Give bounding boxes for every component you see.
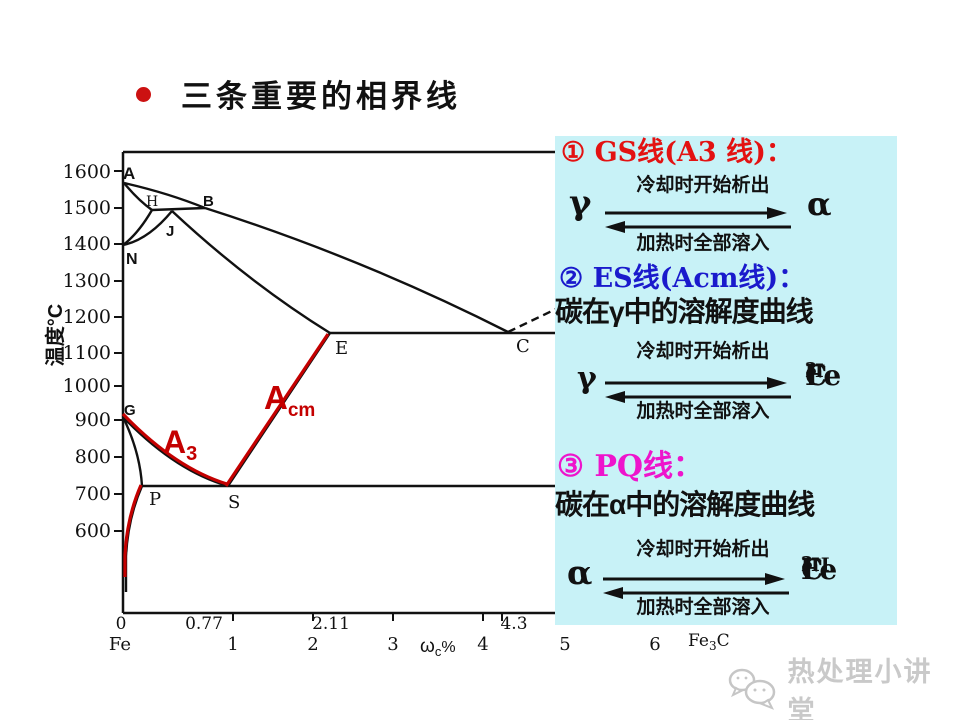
x-axis-ticks <box>232 613 503 621</box>
species-base: Fe <box>801 553 838 586</box>
section-es-desc: 碳在γ中的溶解度曲线 <box>555 296 814 327</box>
x-end-label-fe3c: Fe3C <box>688 631 730 653</box>
label-Acm: Acm <box>264 379 315 421</box>
y-tick: 600 <box>75 520 111 542</box>
point-H: H <box>146 194 158 210</box>
point-B: B <box>203 193 214 210</box>
x-tick: 4 <box>477 634 488 655</box>
highlighted-lines <box>121 333 330 577</box>
x-axis-title: ωc% <box>420 636 456 659</box>
y-tick: 1000 <box>63 375 111 397</box>
species-base: Fe <box>805 359 842 392</box>
y-tick: 1300 <box>63 270 111 292</box>
point-C: C <box>516 336 530 357</box>
section-gs-heading: ① GS线(A3 线)： <box>561 137 793 168</box>
y-tick-labels: 1600 1500 1400 1300 1200 1100 1000 900 8… <box>63 161 111 542</box>
x-tick: 4.3 <box>500 614 527 634</box>
chat-bubbles-logo-icon <box>728 668 776 710</box>
x-tick: 5 <box>559 634 570 655</box>
y-axis-ticks <box>114 170 123 532</box>
phase-alpha: α <box>567 553 593 592</box>
point-E: E <box>335 338 348 359</box>
equilibrium-arrows-icon <box>605 377 791 403</box>
y-tick: 1100 <box>63 342 111 364</box>
boundary-NJ <box>122 210 173 247</box>
species-roman: II <box>805 360 825 382</box>
x-tick: 0 <box>116 614 127 634</box>
cooling-note: 冷却时开始析出 <box>636 539 770 560</box>
species-roman: III <box>801 554 831 576</box>
line-SE-Acm <box>224 333 330 487</box>
cooling-note: 冷却时开始析出 <box>636 341 770 362</box>
y-tick: 1200 <box>63 306 111 328</box>
phase-boundaries <box>121 181 558 592</box>
y-tick: 1400 <box>63 233 111 255</box>
point-N: N <box>126 251 138 268</box>
section-pq-heading: ③ PQ线： <box>557 449 704 484</box>
liquidus-AB <box>123 181 206 210</box>
peritectic-HB <box>151 206 206 212</box>
point-J: J <box>166 223 174 240</box>
boundary-NH <box>122 209 154 246</box>
solidus-JE <box>171 210 331 335</box>
equilibrium-arrows-icon <box>603 573 789 599</box>
species-sub: 3 <box>801 554 814 574</box>
y-tick: 1600 <box>63 161 111 183</box>
cooling-note: 冷却时开始析出 <box>636 175 770 196</box>
species-base: α <box>807 185 832 223</box>
title-bullet-icon <box>136 87 151 102</box>
liquidus-CD-dashed <box>507 307 557 334</box>
x-tick: 6 <box>649 634 660 655</box>
explanation-panel: ① GS线(A3 线)： 冷却时开始析出 γ α 加热时全部溶入 ② ES线(A… <box>555 136 897 625</box>
species-sub: 3 <box>805 360 818 380</box>
equilibrium-arrows-icon <box>605 207 791 233</box>
y-tick: 1500 <box>63 197 111 219</box>
species-cap: C <box>805 359 828 392</box>
page-title: 三条重要的相界线 <box>181 79 461 114</box>
line-GS-A3 <box>121 412 228 486</box>
point-P: P <box>149 489 161 510</box>
solidus-AH <box>123 182 153 211</box>
x-tick-fe: Fe <box>109 634 131 655</box>
boundary-GP <box>121 416 144 487</box>
x-tick: 1 <box>227 634 238 655</box>
section-es-heading: ② ES线(Acm线)： <box>559 263 806 294</box>
y-tick: 900 <box>75 409 111 431</box>
x-tick: 3 <box>387 634 398 655</box>
species-cap: C <box>801 553 824 586</box>
section-pq-desc: 碳在α中的溶解度曲线 <box>555 489 815 520</box>
x-tick: 2.11 <box>312 614 350 634</box>
heating-note: 加热时全部溶入 <box>636 233 770 254</box>
line-PQ <box>123 484 143 577</box>
label-A3: A3 <box>163 424 197 465</box>
watermark: 热处理小讲堂 <box>726 650 960 720</box>
point-G: G <box>124 402 136 419</box>
y-axis-title: 温度°C <box>43 304 67 366</box>
point-A: A <box>123 164 135 183</box>
phase-gamma: γ <box>569 183 592 223</box>
heating-note: 加热时全部溶入 <box>636 401 770 422</box>
x-tick: 0.77 <box>185 614 223 634</box>
liquidus-BC <box>204 206 509 334</box>
point-S: S <box>228 492 240 513</box>
x-tick: 2 <box>307 634 318 655</box>
heating-note: 加热时全部溶入 <box>636 597 770 618</box>
x-tick-labels-lower: Fe 1 2 3 4 5 6 <box>109 634 661 655</box>
y-tick: 700 <box>75 483 111 505</box>
y-tick: 800 <box>75 446 111 468</box>
x-tick-labels-upper: 0 0.77 2.11 4.3 <box>116 614 528 634</box>
watermark-text: 热处理小讲堂 <box>787 657 933 720</box>
phase-gamma: γ <box>577 361 597 396</box>
boundary-GS-black <box>122 416 229 488</box>
